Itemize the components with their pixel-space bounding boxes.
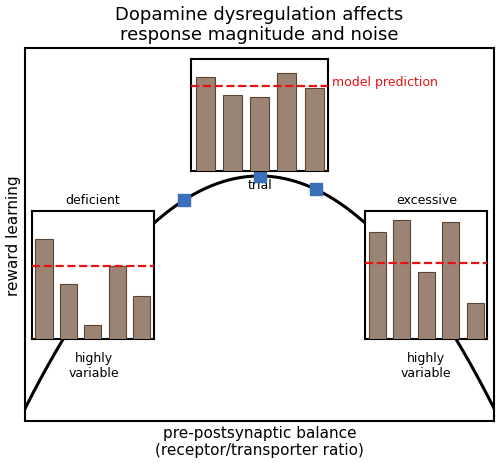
Text: highly
variable: highly variable (401, 351, 452, 379)
Point (180, 197, 188, 204)
Text: deficient: deficient (66, 194, 120, 207)
Point (256, 173, 264, 180)
Title: Dopamine dysregulation affects
response magnitude and noise: Dopamine dysregulation affects response … (116, 6, 404, 44)
Point (312, 186, 320, 194)
Text: excessive: excessive (396, 194, 457, 207)
Text: trial: trial (247, 179, 272, 192)
Point (373, 231, 381, 238)
Text: model prediction: model prediction (332, 76, 438, 89)
Point (420, 287, 428, 294)
Y-axis label: reward learning: reward learning (6, 175, 20, 295)
Point (124, 246, 132, 253)
Text: highly
variable: highly variable (69, 351, 119, 379)
X-axis label: pre-postsynaptic balance
(receptor/transporter ratio): pre-postsynaptic balance (receptor/trans… (155, 425, 364, 457)
